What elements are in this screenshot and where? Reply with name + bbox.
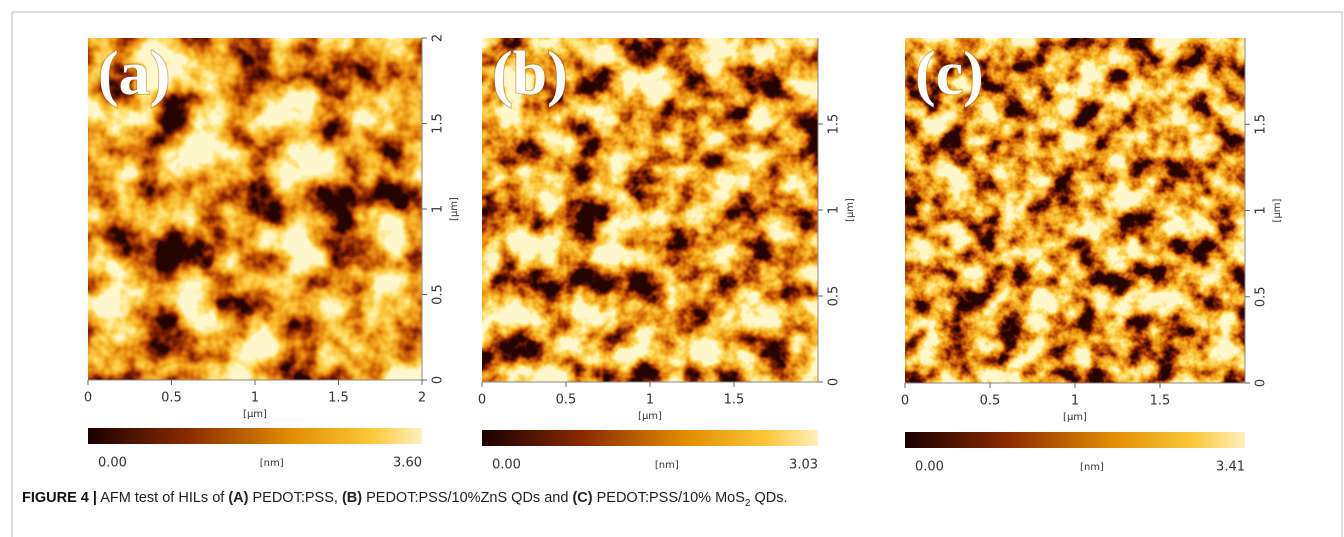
- y-tick-label: 0: [431, 376, 446, 384]
- y-tick-label: 1.5: [431, 113, 446, 134]
- x-tick-label: 2: [418, 391, 426, 406]
- x-tick-label: 1.5: [1150, 394, 1171, 409]
- y-tick-label: 1: [827, 206, 842, 214]
- panel-label: (c): [915, 40, 984, 108]
- y-tick-label: 1.5: [1254, 114, 1269, 135]
- panel-label: (b): [492, 40, 568, 108]
- x-tick-label: 1.5: [724, 393, 745, 408]
- x-tick-label: 0: [84, 391, 92, 406]
- x-tick-label: 0.5: [556, 393, 577, 408]
- caption-text: PEDOT:PSS/10%ZnS QDs and: [362, 490, 573, 506]
- caption-text: QDs.: [750, 490, 788, 506]
- x-tick-label: 0: [478, 393, 486, 408]
- x-tick-label: 0: [901, 394, 909, 409]
- x-tick-label: 1: [251, 391, 259, 406]
- caption-text: PEDOT:PSS,: [248, 490, 342, 506]
- y-tick-label: 2: [431, 34, 446, 42]
- afm-image: [88, 38, 422, 380]
- y-unit: [µm]: [1272, 198, 1283, 222]
- colorbar-max: 3.60: [393, 456, 422, 471]
- caption-text: (B): [341, 490, 363, 506]
- y-tick-label: 1.5: [827, 114, 842, 135]
- caption-text: PEDOT:PSS/10% MoS: [592, 490, 745, 506]
- y-tick-label: 0: [827, 378, 842, 386]
- caption-text: 2: [744, 497, 751, 509]
- y-tick-label: 0.5: [1254, 286, 1269, 307]
- x-tick-label: 1: [646, 393, 654, 408]
- x-tick-label: 0.5: [161, 391, 182, 406]
- caption-label: FIGURE 4 |: [22, 490, 97, 506]
- colorbar-min: 0.00: [98, 456, 127, 471]
- colorbar-max: 3.03: [789, 458, 818, 473]
- figure-border: [11, 11, 1343, 537]
- colorbar-max: 3.41: [1216, 460, 1245, 475]
- x-unit: [µm]: [243, 409, 267, 420]
- caption-text: (A): [228, 490, 249, 506]
- x-tick-label: 1: [1071, 394, 1079, 409]
- colorbar-min: 0.00: [915, 460, 944, 475]
- panel-label: (a): [98, 40, 170, 108]
- x-tick-label: 1.5: [328, 391, 349, 406]
- colorbar: [88, 428, 422, 444]
- y-unit: [µm]: [845, 198, 856, 222]
- colorbar-unit: [nm]: [655, 460, 679, 471]
- y-tick-label: 1: [431, 205, 446, 213]
- y-tick-label: 0: [1254, 379, 1269, 387]
- x-tick-label: 0.5: [980, 394, 1001, 409]
- y-unit: [µm]: [449, 197, 460, 221]
- y-tick-label: 0.5: [827, 286, 842, 307]
- colorbar-unit: [nm]: [260, 458, 284, 469]
- colorbar-unit: [nm]: [1080, 462, 1104, 473]
- colorbar: [905, 432, 1245, 448]
- caption: FIGURE 4 | AFM test of HILs of (A) PEDOT…: [22, 490, 788, 509]
- x-unit: [µm]: [1063, 412, 1087, 423]
- afm-image: [905, 38, 1245, 383]
- colorbar-min: 0.00: [492, 458, 521, 473]
- afm-image: [482, 38, 818, 382]
- y-tick-label: 1: [1254, 206, 1269, 214]
- caption-text: AFM test of HILs of: [96, 490, 229, 506]
- colorbar: [482, 430, 818, 446]
- y-tick-label: 0.5: [431, 284, 446, 305]
- caption-text: (C): [572, 490, 593, 506]
- x-unit: [µm]: [638, 411, 662, 422]
